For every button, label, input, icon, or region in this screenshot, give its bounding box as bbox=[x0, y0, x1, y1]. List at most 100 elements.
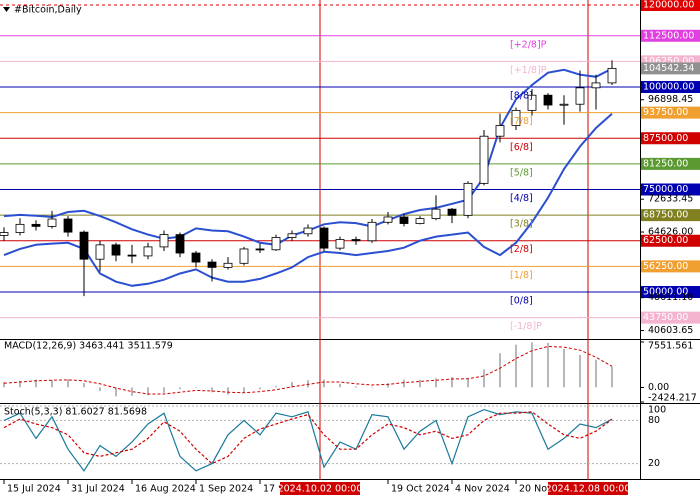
candle-body bbox=[527, 94, 537, 111]
murrey-label: [+2/8]P bbox=[510, 39, 547, 50]
x-tick-label: 4 Nov 2024 bbox=[455, 484, 510, 495]
histogram-bar bbox=[19, 380, 21, 388]
histogram-bar bbox=[131, 387, 133, 396]
histogram-bar bbox=[483, 369, 485, 388]
candle-body bbox=[15, 223, 25, 233]
candle-body bbox=[495, 125, 505, 137]
level-box bbox=[641, 29, 700, 42]
price-box bbox=[641, 62, 700, 75]
candle-body bbox=[575, 87, 585, 105]
level-box bbox=[641, 285, 700, 298]
candle-body bbox=[303, 227, 313, 235]
x-tick-label: 1 Sep 2024 bbox=[199, 484, 253, 495]
candle-body bbox=[591, 82, 601, 89]
candle-body bbox=[399, 216, 409, 224]
signal-line bbox=[3, 345, 613, 395]
level-box bbox=[641, 234, 700, 247]
histogram-bar bbox=[243, 387, 245, 393]
level-box bbox=[641, 81, 700, 94]
level-label: 106250.00 bbox=[643, 56, 694, 67]
candle-body bbox=[511, 109, 521, 126]
histogram-bar bbox=[195, 387, 197, 389]
candle-body bbox=[607, 67, 617, 84]
candle-body bbox=[383, 216, 393, 223]
level-label: 75000.00 bbox=[643, 184, 688, 195]
marker-box bbox=[280, 482, 360, 495]
histogram-bar bbox=[259, 387, 261, 390]
bollinger-band bbox=[3, 112, 613, 287]
x-tick-label: 31 Jul 2024 bbox=[71, 484, 125, 495]
level-box bbox=[641, 209, 700, 222]
candle-body bbox=[143, 246, 153, 257]
histogram-bar bbox=[307, 380, 309, 388]
candle-body bbox=[191, 252, 201, 263]
histogram-bar bbox=[211, 387, 213, 393]
candle-body bbox=[175, 234, 185, 254]
level-label: 62500.00 bbox=[643, 235, 688, 246]
candle-body bbox=[431, 208, 441, 220]
y-tick-label: 100 bbox=[648, 405, 666, 416]
histogram-bar bbox=[435, 378, 437, 388]
level-label: 93750.00 bbox=[643, 107, 688, 118]
histogram-bar bbox=[595, 359, 597, 388]
current-price: 104542.34 bbox=[643, 63, 694, 74]
histogram-bar bbox=[3, 382, 5, 388]
murrey-label: [0/8] bbox=[510, 295, 533, 306]
marker-box bbox=[548, 482, 628, 495]
candle-body bbox=[367, 221, 377, 242]
histogram-bar bbox=[355, 386, 357, 388]
candle-body bbox=[79, 231, 89, 260]
murrey-label: [6/8] bbox=[510, 142, 533, 153]
histogram-bar bbox=[163, 387, 165, 393]
murrey-label: [4/8] bbox=[510, 193, 533, 204]
histogram-bar bbox=[339, 383, 341, 388]
menu-arrow bbox=[3, 7, 10, 12]
histogram-bar bbox=[531, 342, 533, 388]
histogram-bar bbox=[275, 386, 277, 388]
candle-body bbox=[543, 94, 553, 106]
candle-body bbox=[271, 237, 281, 251]
histogram-bar bbox=[179, 387, 181, 390]
histogram-bar bbox=[51, 380, 53, 388]
stoch-d-line bbox=[3, 411, 613, 465]
level-label: 68750.00 bbox=[643, 210, 688, 221]
macd-title: MACD(12,26,9) 3463.441 3511.579 bbox=[4, 341, 173, 352]
stoch-title: Stoch(5,3,3) 81.6027 81.5698 bbox=[4, 407, 147, 418]
marker-label: 2024.10.02 00:00 bbox=[278, 484, 363, 495]
candle-body bbox=[0, 232, 9, 236]
level-label: 112500.00 bbox=[643, 30, 694, 41]
histogram-bar bbox=[387, 383, 389, 388]
candle-body bbox=[479, 135, 489, 184]
histogram-bar bbox=[67, 378, 69, 388]
histogram-bar bbox=[35, 379, 37, 388]
histogram-bar bbox=[579, 354, 581, 388]
candle-body bbox=[127, 254, 137, 257]
histogram-bar bbox=[547, 342, 549, 388]
candle-body bbox=[415, 218, 425, 224]
level-label: 50000.00 bbox=[643, 286, 688, 297]
candle-body bbox=[239, 248, 249, 264]
histogram-bar bbox=[99, 387, 101, 392]
y-tick-label: 64626.00 bbox=[648, 227, 693, 238]
y-tick-label: 20 bbox=[648, 458, 660, 469]
candle-body bbox=[287, 233, 297, 238]
murrey-label: [1/8] bbox=[510, 270, 533, 281]
candle-body bbox=[319, 227, 329, 249]
level-label: 87500.00 bbox=[643, 133, 688, 144]
level-box bbox=[641, 260, 700, 273]
histogram-bar bbox=[83, 383, 85, 388]
y-tick-label: 96898.45 bbox=[648, 94, 693, 105]
plot-area bbox=[0, 0, 640, 480]
candle-body bbox=[159, 234, 169, 248]
level-box bbox=[641, 183, 700, 196]
histogram-bar bbox=[515, 344, 517, 388]
murrey-label: [-1/8]P bbox=[510, 321, 542, 332]
candle-body bbox=[31, 223, 41, 227]
y-tick-label: 7551.561 bbox=[648, 341, 693, 352]
candle-body bbox=[447, 208, 457, 216]
histogram-bar bbox=[563, 348, 565, 388]
candle-body bbox=[223, 262, 233, 268]
y-tick-label: 0.00 bbox=[648, 382, 669, 393]
x-tick-label: 15 Jul 2024 bbox=[7, 484, 61, 495]
